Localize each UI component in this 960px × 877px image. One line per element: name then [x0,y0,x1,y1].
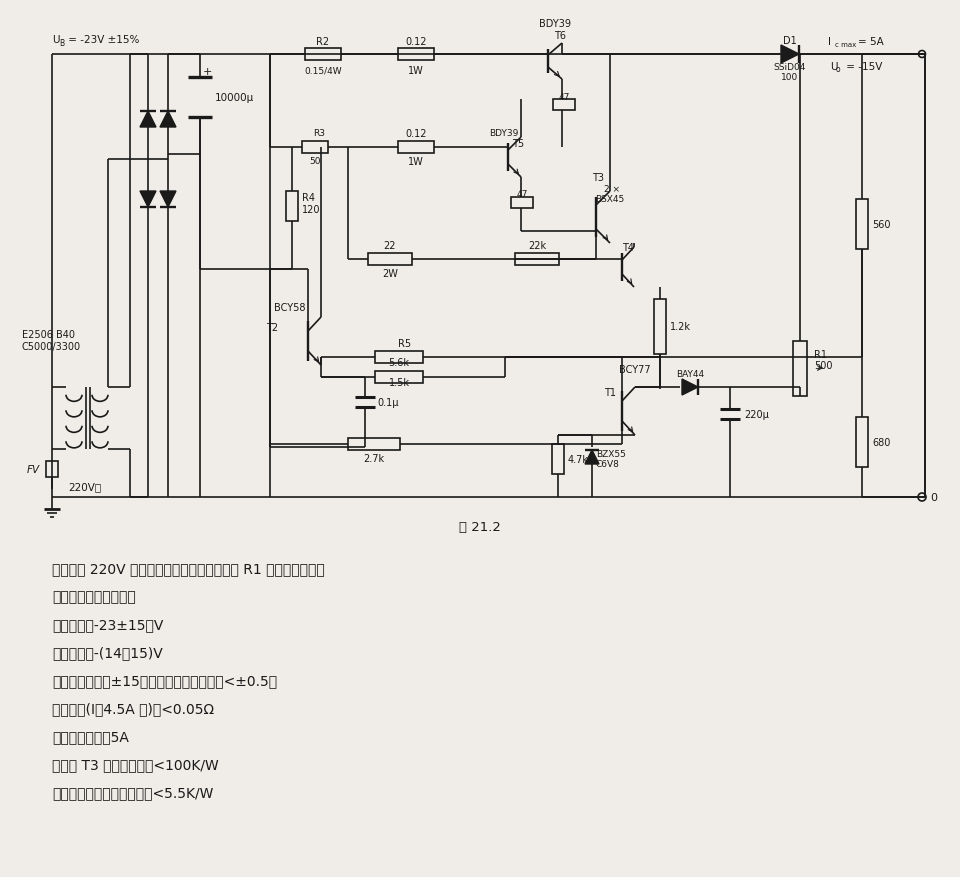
Text: 22k: 22k [528,240,546,251]
Text: B: B [59,39,64,47]
Text: FV: FV [27,465,40,474]
Text: 50: 50 [309,157,321,167]
Bar [46,461,58,477]
Bar [398,142,434,153]
Text: T5: T5 [512,139,524,149]
Bar [515,253,559,266]
Text: 0.12: 0.12 [405,129,427,139]
Text: T4: T4 [622,243,634,253]
Text: 1.5k: 1.5k [389,378,410,388]
Text: 22: 22 [384,240,396,251]
Bar [375,372,423,383]
Text: = -23V ±15%: = -23V ±15% [65,35,139,45]
Text: 1W: 1W [408,66,424,76]
Text: 1W: 1W [408,157,424,167]
Text: 0.15/4W: 0.15/4W [304,67,342,75]
Text: I: I [828,37,831,47]
Bar [398,49,434,61]
Text: R1: R1 [814,350,827,360]
Text: BCY58: BCY58 [275,303,305,312]
Bar [793,342,807,396]
Polygon shape [140,112,156,128]
Polygon shape [140,192,156,208]
Text: BDY39: BDY39 [490,128,518,138]
Text: 工作电压：-23±15％V: 工作电压：-23±15％V [52,617,163,631]
Text: 0.12: 0.12 [405,37,427,47]
Polygon shape [781,46,799,64]
Polygon shape [585,451,599,465]
Text: 在工作电压变化±15％时输出电压变化率：<±0.5％: 在工作电压变化±15％时输出电压变化率：<±0.5％ [52,674,277,688]
Bar [856,200,868,250]
Bar [305,49,341,61]
Bar [286,192,298,222]
Text: U: U [52,35,60,45]
Text: T3: T3 [592,173,604,182]
Text: U: U [830,62,837,72]
Text: 输出电阻(I＝4.5A 时)：<0.05Ω: 输出电阻(I＝4.5A 时)：<0.05Ω [52,702,214,715]
Text: R4: R4 [302,193,315,203]
Text: D1: D1 [783,36,797,46]
Text: 10000µ: 10000µ [215,93,254,103]
Text: 47: 47 [516,190,528,199]
Text: 输出电压：-(14～15)V: 输出电压：-(14～15)V [52,645,163,660]
Text: T2: T2 [266,323,278,332]
Text: 晶体管 T3 散热器热阻：<100K/W: 晶体管 T3 散热器热阻：<100K/W [52,757,219,771]
Bar [511,198,533,209]
Text: 图 21.2: 图 21.2 [459,521,501,534]
Text: 该装置由 220V 电网供电。输出电压由电位器 R1 调节至给定值。: 该装置由 220V 电网供电。输出电压由电位器 R1 调节至给定值。 [52,561,324,575]
Text: BZX55: BZX55 [596,450,626,459]
Text: 220V～: 220V～ [68,481,101,491]
Text: C5000/3300: C5000/3300 [22,342,82,352]
Text: BDY39: BDY39 [539,19,571,29]
Text: 0.1µ: 0.1µ [377,397,398,408]
Bar [553,100,575,111]
Text: SSiD04: SSiD04 [774,63,806,73]
Text: +: + [203,67,212,77]
Text: 0: 0 [930,493,937,503]
Text: 2W: 2W [382,268,398,279]
Text: E2506 B40: E2506 B40 [22,330,75,339]
Polygon shape [160,112,176,128]
Bar [654,300,666,354]
Text: o: o [836,66,841,75]
Text: c max: c max [835,42,856,48]
Polygon shape [682,380,698,396]
Text: 220µ: 220µ [744,410,769,419]
Text: R3: R3 [313,129,325,139]
Text: 5.6k: 5.6k [389,358,410,367]
Polygon shape [160,192,176,208]
Bar [368,253,412,266]
Text: R5: R5 [398,339,412,348]
Text: 2.7k: 2.7k [364,453,385,463]
Text: = -15V: = -15V [843,62,882,72]
Text: 100: 100 [781,73,799,82]
Bar [856,417,868,467]
Text: BAY44: BAY44 [676,370,704,379]
Text: 120: 120 [302,204,321,215]
Text: C6V8: C6V8 [596,460,620,469]
Text: R2: R2 [317,37,329,47]
Text: T6: T6 [554,31,566,41]
Text: 2 ×: 2 × [604,185,620,195]
Bar [375,352,423,364]
Text: 680: 680 [872,438,890,447]
Bar [302,142,328,153]
Bar [552,445,564,474]
Text: 各功率晶体管散热器热阻：<5.5K/W: 各功率晶体管散热器热阻：<5.5K/W [52,785,213,799]
Text: 4.7k: 4.7k [568,454,589,465]
Text: BSX45: BSX45 [595,196,625,204]
Text: 1.2k: 1.2k [670,322,691,332]
Text: 电路的主要技术数据：: 电路的主要技术数据： [52,589,135,603]
Text: 500: 500 [814,360,832,371]
Text: T1: T1 [604,388,616,397]
Text: 47: 47 [559,92,569,102]
Text: BCY77: BCY77 [619,365,651,374]
Bar [348,438,400,451]
Text: = 5A: = 5A [858,37,884,47]
Text: 560: 560 [872,220,891,230]
Text: 最大输出电流：5A: 最大输出电流：5A [52,729,129,743]
